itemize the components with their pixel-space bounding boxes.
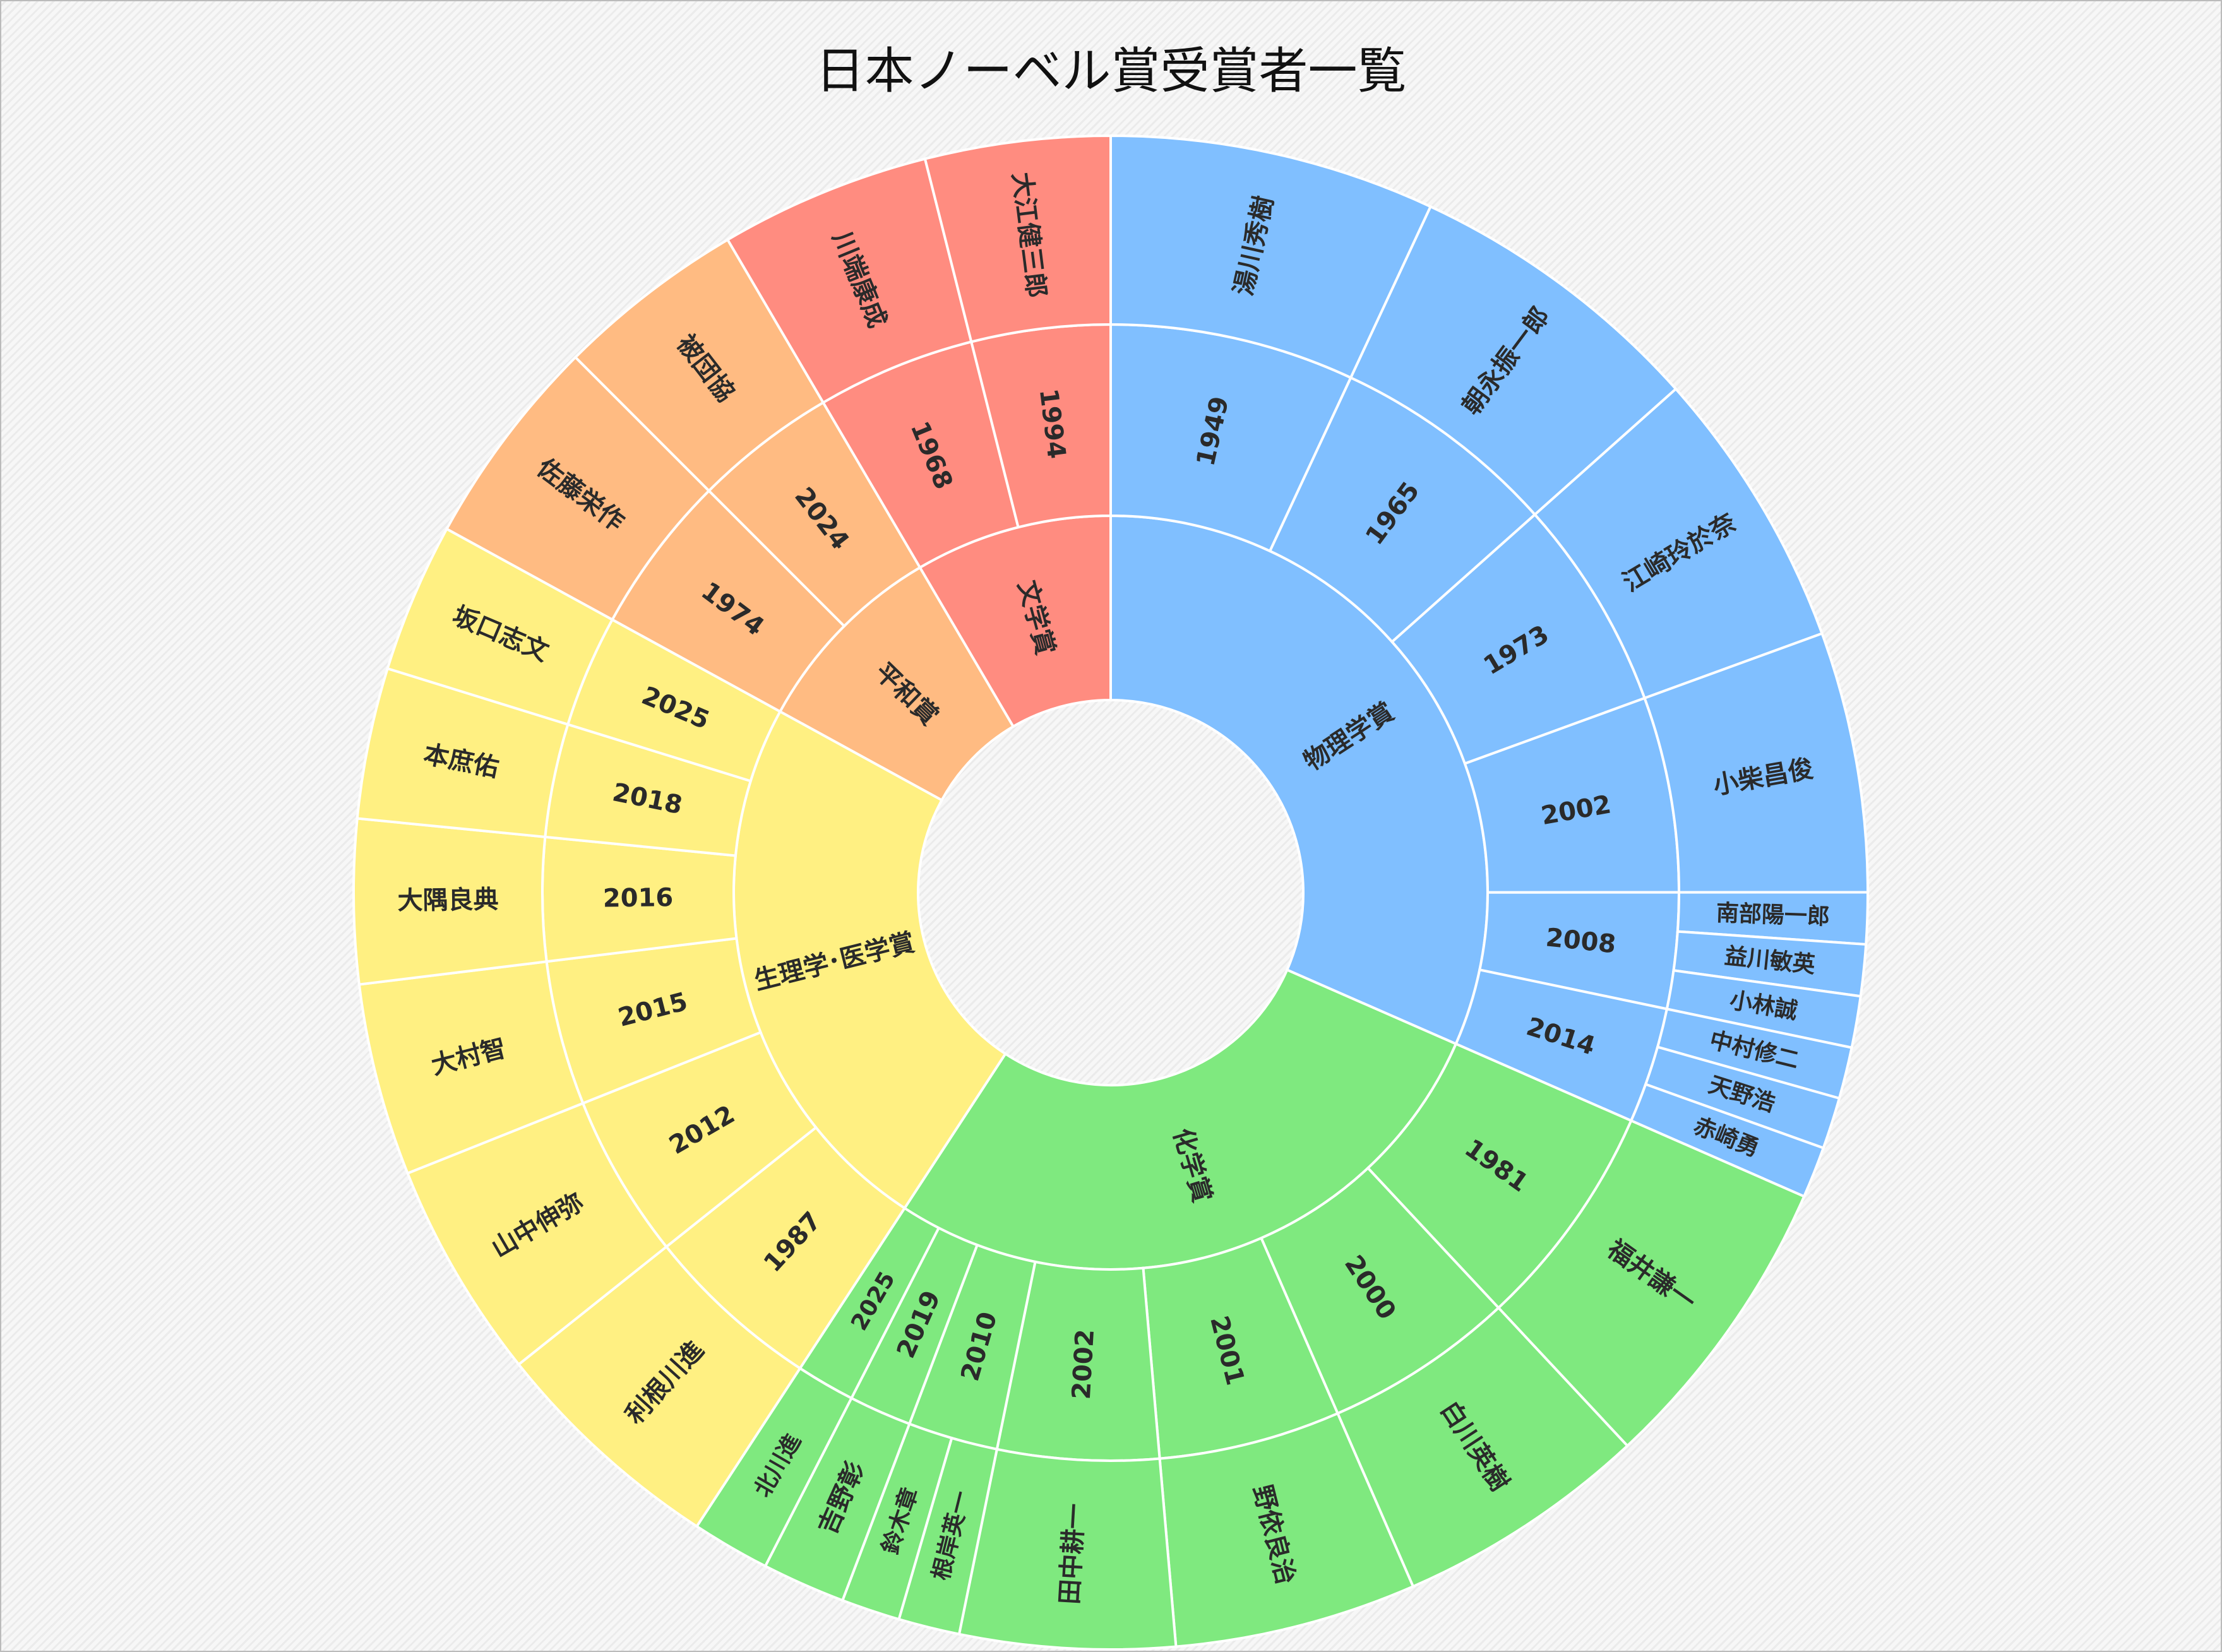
year-segment[interactable]: 2014 <box>1454 968 1669 1122</box>
year-segment[interactable]: 2010 <box>907 1243 1037 1451</box>
year-segment[interactable]: 1965 <box>1268 376 1537 644</box>
laureate-segment[interactable]: 川端康成 <box>726 157 973 405</box>
laureate-segment[interactable]: 田中耕一 <box>957 1447 1178 1651</box>
laureate-segment[interactable]: 大村智 <box>357 960 585 1175</box>
laureate-segment[interactable]: 被団協 <box>573 238 825 493</box>
year-segment[interactable]: 1949 <box>1109 323 1353 553</box>
chart-title: 日本ノーベル賞受賞者一覧 <box>815 43 1407 100</box>
laureate-segment[interactable]: 福井謙一 <box>1496 1119 1806 1448</box>
year-label: 2002 <box>1067 1328 1100 1400</box>
laureate-label: 田中耕一 <box>1055 1503 1090 1605</box>
laureate-segment[interactable]: 白川英樹 <box>1335 1305 1630 1588</box>
year-segment[interactable]: 2024 <box>707 400 922 628</box>
laureate-segment[interactable]: 根岸英一 <box>897 1436 999 1636</box>
year-segment[interactable]: 2002 <box>1463 696 1681 894</box>
laureate-segment[interactable]: 大隅良典 <box>352 817 548 986</box>
year-segment[interactable]: 2016 <box>541 835 738 963</box>
year-label: 2016 <box>603 883 674 913</box>
year-label: 2008 <box>1544 923 1617 959</box>
laureate-segment[interactable]: 朝永振一郎 <box>1349 205 1678 516</box>
year-segment[interactable]: 1974 <box>610 489 846 713</box>
laureate-segment[interactable]: 益川敏英 <box>1672 930 1868 998</box>
laureate-segment[interactable]: 野依良治 <box>1158 1411 1415 1648</box>
laureate-segment[interactable]: 南部陽一郎 <box>1676 891 1870 946</box>
laureate-segment[interactable]: 坂口志文 <box>386 527 614 727</box>
laureate-label: 南部陽一郎 <box>1716 900 1830 930</box>
laureate-segment[interactable]: 大江健三郎 <box>923 134 1112 343</box>
laureate-segment[interactable]: 山中伸弥 <box>405 1102 669 1367</box>
year-segment[interactable]: 1994 <box>969 323 1112 529</box>
category-segment[interactable]: 化学賞 <box>902 968 1458 1271</box>
laureate-segment[interactable]: 鈴木章 <box>840 1422 953 1621</box>
laureate-segment[interactable]: 佐藤栄作 <box>445 355 711 622</box>
laureate-label: 大隅良典 <box>397 885 499 915</box>
laureate-arc[interactable] <box>923 134 1112 343</box>
